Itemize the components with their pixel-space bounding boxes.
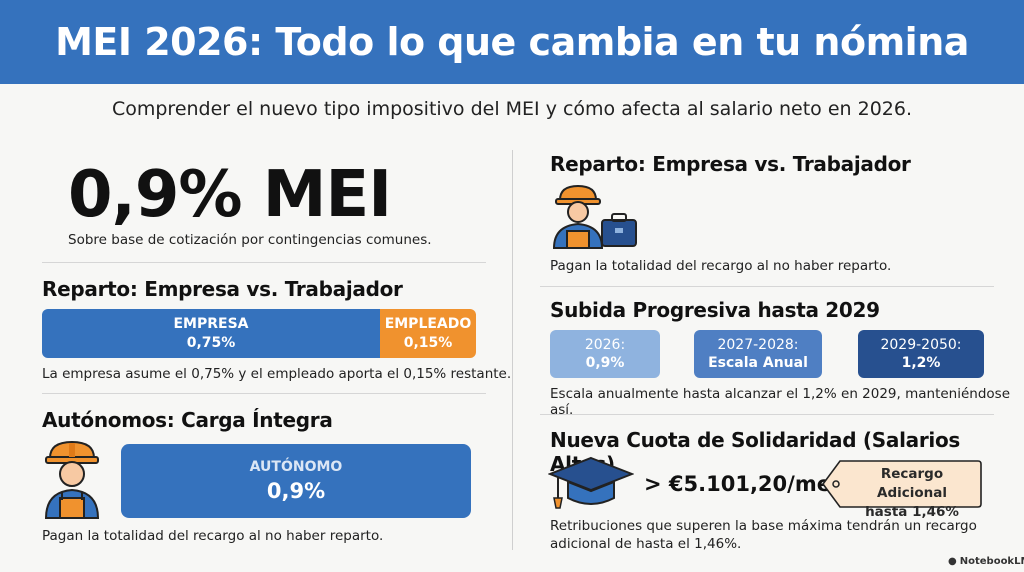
empresa-label: EMPRESA [173,315,249,332]
autonomos-note: Pagan la totalidad del recargo al no hab… [42,528,384,544]
page-title: MEI 2026: Todo lo que cambia en tu nómin… [55,20,969,64]
footer-brand-text: NotebookLM [959,556,1024,567]
worker-briefcase-icon [552,184,637,249]
title-banner: MEI 2026: Todo lo que cambia en tu nómin… [0,0,1024,84]
stage-value: 0,9% [585,355,625,371]
column-divider [512,150,513,550]
autonomo-value: 0,9% [266,479,326,503]
notebook-logo-icon: ● [948,556,957,567]
autonomo-label: AUTÓNOMO [249,459,343,475]
left-split-note: La empresa asume el 0,75% y el empleado … [42,366,512,382]
stage-2026: 2026: 0,9% [550,330,660,378]
stage-period: 2029-2050: [880,337,962,353]
solidarity-note-line1: Retribuciones que superen la base máxima… [550,518,977,534]
autonomo-box: AUTÓNOMO 0,9% [121,444,471,518]
tag-shape-icon [822,460,982,508]
empleado-label: EMPLEADO [384,315,472,332]
progressive-title: Subida Progresiva hasta 2029 [550,298,880,322]
right-split-title: Reparto: Empresa vs. Trabajador [550,152,911,176]
section-divider [42,262,486,263]
solidarity-note-line2: adicional de hasta el 1,46%. [550,536,742,552]
section-divider [540,286,994,287]
stage-value: Escala Anual [708,355,808,371]
autonomos-title: Autónomos: Carga Íntegra [42,408,333,432]
section-divider [42,393,486,394]
stage-period: 2026: [584,337,626,353]
mei-headline-note: Sobre base de cotización por contingenci… [68,232,432,248]
footer-brand: ● NotebookLM [948,556,1024,567]
section-divider [540,414,994,415]
left-split-title: Reparto: Empresa vs. Trabajador [42,277,403,301]
empresa-segment: EMPRESA 0,75% [42,309,380,358]
graduation-cap-icon [548,456,634,509]
page-subtitle: Comprender el nuevo tipo impositivo del … [111,98,913,120]
stage-2029-2050: 2029-2050: 1,2% [858,330,984,378]
stage-2027-2028: 2027-2028: Escala Anual [694,330,822,378]
worker-icon [44,440,100,519]
stage-period: 2027-2028: [717,337,799,353]
surcharge-tag: Recargo Adicional hasta 1,46% [822,460,982,520]
right-split-note: Pagan la totalidad del recargo al no hab… [550,258,892,274]
stage-value: 1,2% [901,355,941,371]
empleado-value: 0,15% [403,334,453,351]
tag-line2: hasta 1,46% [865,504,959,520]
mei-headline: 0,9% MEI [68,158,392,232]
empresa-value: 0,75% [186,334,236,351]
tag-line1: Recargo Adicional [877,466,947,501]
salary-threshold: > €5.101,20/mes [644,472,844,496]
split-bar: EMPRESA 0,75% EMPLEADO 0,15% [42,309,476,358]
tag-text: Recargo Adicional hasta 1,46% [844,465,980,522]
empleado-segment: EMPLEADO 0,15% [380,309,476,358]
